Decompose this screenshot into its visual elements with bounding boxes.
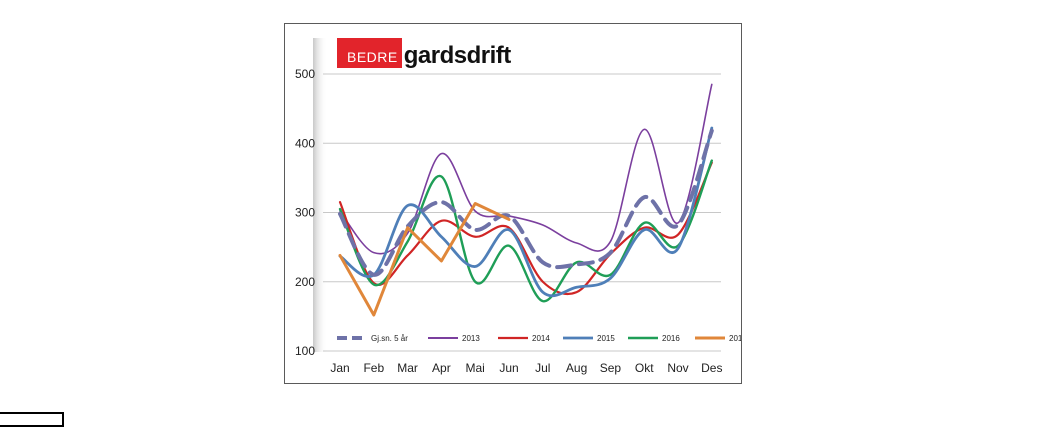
legend-label-2017: 2017: [729, 334, 741, 343]
series-line-2015: [338, 126, 714, 298]
x-tick-label-jan: Jan: [330, 361, 349, 375]
logo: BEDRE gardsdrift: [337, 38, 511, 68]
legend-label-gj-sn-5-r: Gj.sn. 5 år: [371, 334, 408, 343]
series-line-2016: [338, 159, 713, 303]
x-tick-label-okt: Okt: [635, 361, 654, 375]
legend: Gj.sn. 5 år 2013 2014 2015 2016 2017: [337, 334, 741, 343]
x-tick-label-sep: Sep: [600, 361, 622, 375]
y-tick-label-200: 200: [295, 275, 315, 289]
series-line-2013: [339, 83, 713, 255]
series-line-gj-sn-5-r: [338, 128, 714, 277]
y-tick-label-500: 500: [295, 67, 315, 81]
x-tick-label-jul: Jul: [535, 361, 550, 375]
x-tick-label-mar: Mar: [397, 361, 418, 375]
logo-black-text: gardsdrift: [403, 42, 512, 69]
logo-red-text: BEDRE: [337, 38, 402, 68]
chart-frame: 100 200 300 400 500 Jan Feb Mar Apr Mai Jun Jul Aug S…: [284, 23, 742, 384]
x-tick-label-apr: Apr: [432, 361, 451, 375]
x-tick-label-mai: Mai: [466, 361, 485, 375]
line-chart: 100 200 300 400 500 Jan Feb Mar Apr Mai Jun Jul Aug S…: [295, 38, 741, 375]
legend-label-2016: 2016: [662, 334, 680, 343]
gridlines: [323, 73, 721, 352]
x-tick-label-feb: Feb: [363, 361, 384, 375]
y-tick-label-300: 300: [295, 206, 315, 220]
x-tick-label-jun: Jun: [499, 361, 518, 375]
plot-left-shade: [313, 38, 327, 352]
series-group: [338, 83, 714, 317]
y-tick-label-100: 100: [295, 344, 315, 358]
legend-label-2013: 2013: [462, 334, 480, 343]
axes: 100 200 300 400 500 Jan Feb Mar Apr Mai Jun Jul Aug S…: [295, 67, 723, 375]
series-line-2014: [338, 161, 713, 296]
corner-box: [0, 412, 64, 427]
x-tick-label-nov: Nov: [667, 361, 688, 375]
y-tick-label-400: 400: [295, 136, 315, 150]
legend-label-2015: 2015: [597, 334, 615, 343]
legend-label-2014: 2014: [532, 334, 550, 343]
x-tick-label-des: Des: [701, 361, 722, 375]
x-tick-label-aug: Aug: [566, 361, 587, 375]
series-line-2017: [338, 201, 511, 317]
